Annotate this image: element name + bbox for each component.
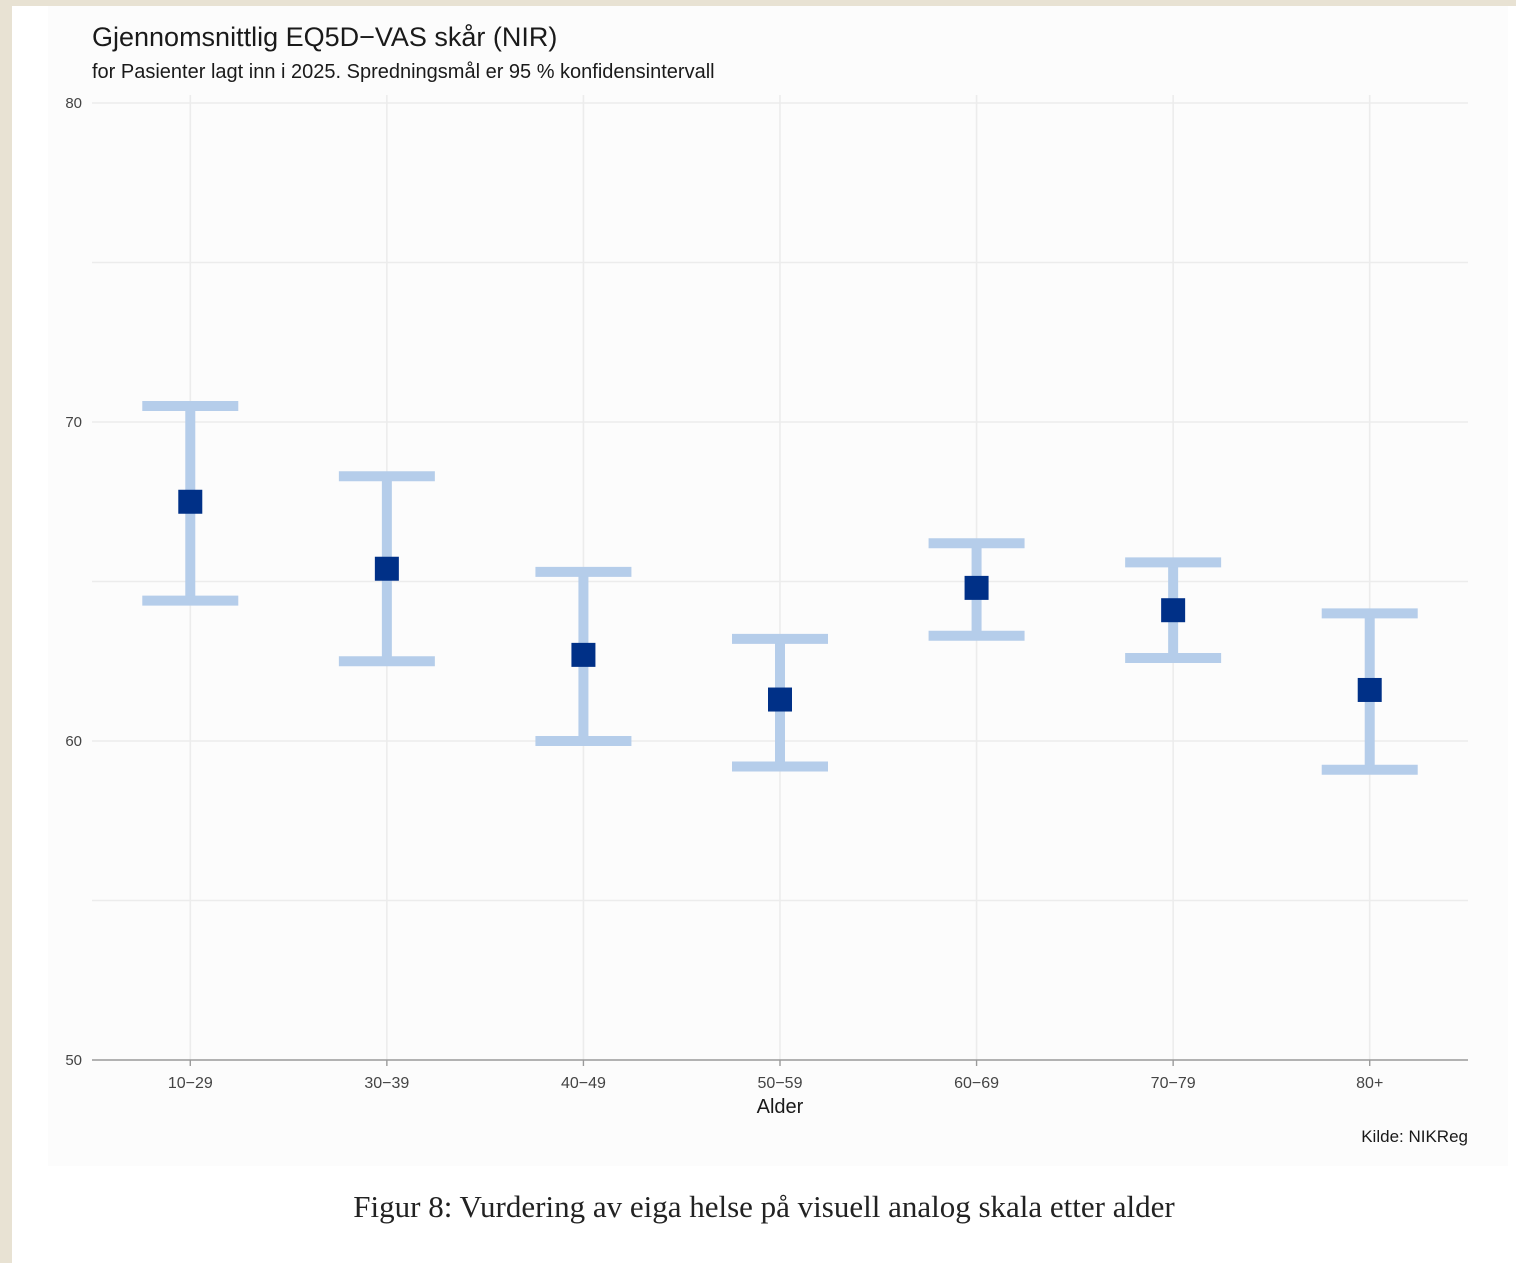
x-tick-label: 70−79 bbox=[1151, 1075, 1196, 1092]
mean-point bbox=[768, 687, 792, 712]
mean-point bbox=[571, 642, 596, 667]
x-tick-label: 60−69 bbox=[954, 1075, 999, 1092]
figure-sheet: Gjennomsnittlig EQ5D−VAS skår (NIR) for … bbox=[12, 6, 1516, 1263]
x-tick-label: 50−59 bbox=[758, 1075, 803, 1092]
x-tick-label: 30−39 bbox=[364, 1075, 409, 1092]
x-tick-label: 10−29 bbox=[168, 1075, 213, 1092]
x-tick-label: 80+ bbox=[1356, 1075, 1383, 1092]
y-tick-label: 80 bbox=[65, 95, 82, 112]
label-layer: Alder Kilde: NIKReg 50 60 70 80 10−29 30−39 40… bbox=[65, 95, 1468, 1146]
figure-caption: Figur 8: Vurdering av eiga helse på visu… bbox=[353, 1189, 1175, 1224]
source-note: Kilde: NIKReg bbox=[1361, 1127, 1468, 1146]
x-tick-label: 40−49 bbox=[561, 1075, 606, 1092]
errorbar-layer bbox=[142, 401, 1418, 775]
plot-panel bbox=[48, 6, 1508, 1166]
chart-title: Gjennomsnittlig EQ5D−VAS skår (NIR) bbox=[92, 22, 558, 52]
mean-point bbox=[178, 489, 203, 514]
chart-svg: Alder Kilde: NIKReg 50 60 70 80 10−29 30−39 40… bbox=[65, 95, 1468, 1146]
mean-point bbox=[1161, 598, 1186, 623]
y-tick-label: 70 bbox=[65, 414, 82, 431]
grid-layer bbox=[92, 95, 1468, 1066]
y-tick-label: 50 bbox=[65, 1052, 82, 1069]
mean-point bbox=[1357, 677, 1382, 702]
mean-point bbox=[374, 556, 399, 581]
mean-point bbox=[964, 575, 989, 600]
y-tick-label: 60 bbox=[65, 733, 82, 750]
chart-subtitle: for Pasienter lagt inn i 2025. Spredning… bbox=[92, 61, 715, 83]
x-axis-title: Alder bbox=[757, 1096, 804, 1118]
point-layer bbox=[178, 489, 1382, 712]
